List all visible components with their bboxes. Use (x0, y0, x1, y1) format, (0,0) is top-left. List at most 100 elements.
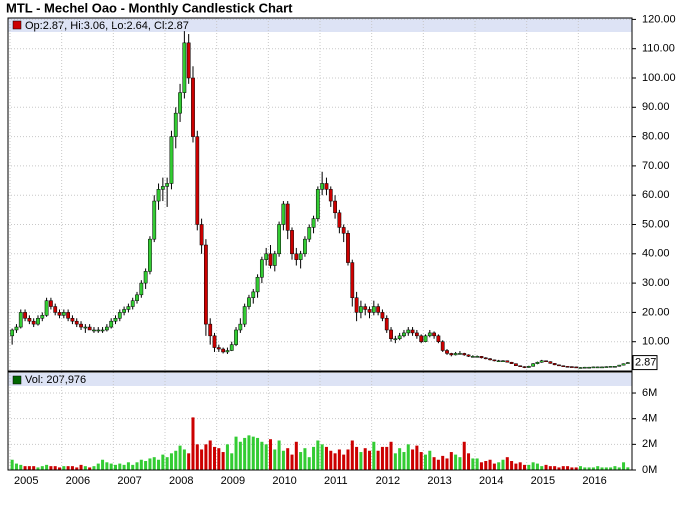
candle-body (591, 366, 596, 369)
volume-bar (527, 464, 531, 470)
volume-bar (406, 444, 410, 470)
candle-body (264, 253, 269, 260)
volume-bar (135, 462, 139, 470)
volume-bar (320, 444, 324, 470)
volume-bar (213, 446, 217, 470)
candle-body (376, 306, 381, 313)
y-tick-label: 70.00 (642, 160, 670, 172)
volume-bar (247, 435, 251, 470)
legend-band (8, 373, 632, 386)
chart-title: MTL - Mechel Oao - Monthly Candlestick C… (6, 0, 293, 15)
candle-body (79, 323, 83, 328)
volume-bar (260, 441, 264, 470)
candle-body (427, 332, 432, 337)
candle-body (255, 276, 260, 293)
candle-body (492, 359, 497, 362)
volume-bar (419, 452, 423, 470)
marks (10, 31, 630, 470)
volume-bar (174, 450, 178, 470)
x-tick-label: 2011 (324, 475, 348, 487)
volume-bar (591, 467, 595, 470)
volume-bar (96, 463, 100, 470)
candle-body (229, 344, 234, 351)
volume-bar (40, 466, 44, 470)
volume-bar (393, 453, 397, 470)
volume-bar (423, 454, 427, 470)
volume-bar (488, 459, 492, 470)
volume-bar (105, 462, 109, 470)
volume-bar (217, 448, 221, 470)
candle-body (535, 361, 540, 364)
candle-body (440, 341, 445, 351)
candle-body (70, 318, 75, 322)
y-tick-label: 40.00 (642, 248, 670, 260)
candle-body (100, 329, 105, 332)
volume-bar (600, 467, 604, 470)
candle-body (621, 363, 626, 366)
volume-bar (83, 466, 87, 470)
candle-body (393, 338, 398, 341)
volume-bar (501, 459, 505, 470)
candle-body (544, 360, 548, 362)
candle-body (31, 320, 36, 325)
candle-body (290, 230, 294, 255)
candle-body (143, 271, 148, 284)
volume-bar (385, 446, 389, 470)
volume-bar (88, 467, 92, 470)
y-tick-label: 0M (642, 464, 657, 476)
volume-bar (126, 462, 130, 470)
volume-bar (449, 452, 453, 470)
volume-bar (578, 466, 582, 470)
candle-body (522, 366, 527, 368)
volume-bar (492, 463, 496, 470)
y-tick-label: 90.00 (642, 101, 670, 113)
candle-body (539, 360, 544, 363)
candle-body (578, 367, 583, 369)
candle-body (126, 306, 131, 310)
candle-body (130, 300, 135, 307)
candle-body (333, 200, 337, 214)
volume-bar (372, 441, 376, 470)
y-tick-label: 100.00 (642, 72, 676, 84)
candle-body (242, 306, 247, 325)
candle-body (311, 218, 316, 228)
volume-bar (204, 444, 208, 470)
candle-body (234, 329, 238, 345)
legend-swatch (12, 375, 22, 385)
candle-body (371, 306, 376, 313)
grid (8, 18, 632, 471)
candle-body (191, 77, 195, 137)
volume-bar (45, 464, 49, 470)
volume-bar (101, 459, 105, 470)
volume-bar (333, 453, 337, 470)
volume-bar (303, 448, 307, 470)
volume-bar (161, 454, 165, 470)
candle-body (109, 320, 114, 328)
candle-body (10, 329, 15, 337)
volume-bar (626, 467, 630, 470)
candle-body (36, 318, 40, 325)
volume-bar (62, 466, 66, 470)
candle-body (87, 326, 92, 331)
volume-bar (191, 417, 195, 470)
candle-body (44, 300, 49, 316)
candle-body (625, 362, 630, 364)
volume-bar (497, 462, 501, 470)
candle-body (104, 326, 109, 331)
volume-bar (307, 457, 311, 470)
candle-body (40, 315, 45, 319)
x-tick-label: 2009 (221, 475, 245, 487)
candle-body (488, 358, 492, 361)
candle-body (247, 297, 251, 307)
y-tick-label: 6M (642, 387, 657, 399)
candle-body (526, 366, 531, 368)
y-tick-label: 4M (642, 413, 657, 425)
last-price-label: 2.87 (635, 356, 656, 368)
candle-body (251, 291, 256, 299)
volume-bar (561, 466, 565, 470)
volume-bar (458, 457, 462, 470)
candle-body (600, 366, 604, 369)
candle-body (470, 356, 475, 358)
x-tick-label: 2015 (531, 475, 555, 487)
candle-body (96, 329, 101, 332)
